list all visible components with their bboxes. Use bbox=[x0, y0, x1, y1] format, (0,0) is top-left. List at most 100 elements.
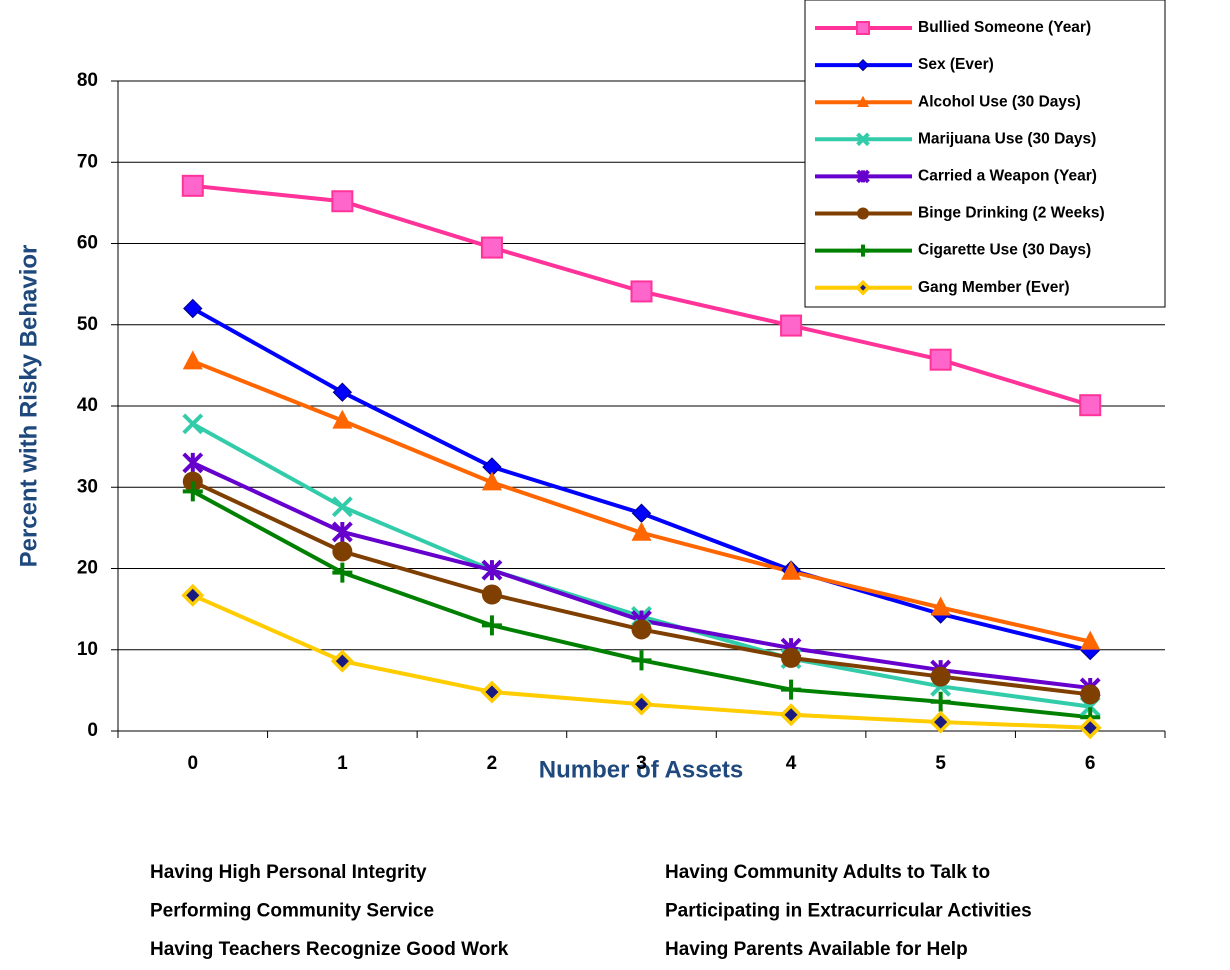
marker-part bbox=[332, 541, 353, 562]
marker bbox=[481, 471, 502, 491]
marker bbox=[331, 521, 353, 543]
marker bbox=[1080, 684, 1101, 705]
marker bbox=[1080, 630, 1101, 650]
marker-part bbox=[856, 58, 870, 72]
legend-label: Binge Drinking (2 Weeks) bbox=[918, 205, 1105, 222]
y-tick-label: 40 bbox=[77, 395, 98, 416]
x-tick-label: 6 bbox=[1085, 753, 1096, 774]
marker-part bbox=[182, 350, 203, 370]
marker-part bbox=[331, 190, 354, 213]
marker-part bbox=[781, 679, 802, 700]
note: Having High Personal Integrity bbox=[150, 862, 427, 883]
legend-label: Gang Member (Ever) bbox=[918, 279, 1070, 296]
marker bbox=[781, 647, 802, 668]
marker-part bbox=[480, 680, 504, 704]
marker-part bbox=[930, 691, 951, 712]
y-tick-label: 30 bbox=[77, 476, 98, 497]
marker bbox=[332, 409, 353, 429]
note: Having Parents Available for Help bbox=[665, 939, 968, 960]
marker bbox=[856, 58, 870, 72]
marker-part bbox=[631, 650, 652, 671]
marker bbox=[481, 559, 503, 581]
note: Having Teachers Recognize Good Work bbox=[150, 939, 509, 960]
marker bbox=[481, 584, 502, 605]
marker-part bbox=[630, 692, 653, 716]
y-tick-label: 70 bbox=[77, 151, 98, 172]
marker-part bbox=[331, 521, 353, 543]
marker-part bbox=[183, 298, 203, 319]
marker bbox=[481, 615, 502, 636]
marker-part bbox=[332, 409, 353, 429]
marker-part bbox=[1080, 630, 1101, 650]
marker-part bbox=[1078, 716, 1102, 740]
marker-part bbox=[779, 703, 803, 727]
y-tick-label: 10 bbox=[77, 639, 98, 660]
marker bbox=[856, 132, 870, 147]
marker-part bbox=[855, 279, 871, 296]
marker bbox=[631, 650, 652, 671]
marker bbox=[480, 236, 503, 259]
marker bbox=[929, 348, 952, 371]
marker-part bbox=[856, 169, 870, 184]
marker bbox=[181, 583, 205, 607]
marker-part bbox=[1079, 394, 1102, 417]
marker bbox=[855, 279, 871, 296]
marker bbox=[332, 382, 353, 402]
y-tick-label: 20 bbox=[77, 558, 98, 579]
marker bbox=[1079, 394, 1102, 417]
marker-part bbox=[331, 496, 353, 518]
marker bbox=[857, 207, 869, 220]
marker bbox=[630, 692, 653, 716]
marker-part bbox=[332, 562, 353, 583]
x-axis-title: Number of Assets bbox=[539, 756, 744, 783]
legend-label: Cigarette Use (30 Days) bbox=[918, 242, 1091, 259]
marker bbox=[856, 169, 870, 184]
marker-part bbox=[630, 280, 653, 303]
marker bbox=[779, 703, 803, 727]
x-tick-label: 2 bbox=[487, 753, 498, 774]
legend-label: Alcohol Use (30 Days) bbox=[918, 93, 1081, 110]
marker bbox=[631, 619, 652, 640]
x-tick-label: 5 bbox=[935, 753, 946, 774]
marker bbox=[182, 350, 203, 370]
marker-part bbox=[1080, 684, 1101, 705]
marker bbox=[332, 562, 353, 583]
marker-part bbox=[857, 95, 869, 107]
marker-part bbox=[481, 559, 503, 581]
marker bbox=[857, 95, 869, 107]
marker bbox=[631, 521, 652, 541]
marker bbox=[331, 190, 354, 213]
marker bbox=[332, 541, 353, 562]
marker-part bbox=[929, 710, 953, 734]
marker-part bbox=[631, 619, 652, 640]
legend-label: Bullied Someone (Year) bbox=[918, 19, 1091, 36]
marker bbox=[856, 21, 870, 35]
legend-label: Sex (Ever) bbox=[918, 56, 994, 73]
marker bbox=[182, 481, 203, 502]
marker bbox=[930, 666, 951, 687]
x-tick-label: 4 bbox=[786, 753, 797, 774]
marker bbox=[330, 649, 354, 673]
marker bbox=[1078, 716, 1102, 740]
marker-part bbox=[481, 615, 502, 636]
marker-part bbox=[631, 521, 652, 541]
legend-box bbox=[804, 0, 1166, 308]
marker-part bbox=[182, 452, 204, 474]
marker-part bbox=[930, 666, 951, 687]
marker bbox=[781, 679, 802, 700]
marker-part bbox=[182, 481, 203, 502]
marker-part bbox=[856, 21, 870, 35]
legend-label: Marijuana Use (30 Days) bbox=[918, 130, 1096, 147]
note: Participating in Extracurricular Activit… bbox=[665, 901, 1032, 922]
marker-part bbox=[481, 584, 502, 605]
marker-part bbox=[930, 596, 951, 616]
marker bbox=[857, 244, 869, 257]
marker-part bbox=[182, 413, 204, 435]
marker-part bbox=[857, 244, 869, 257]
y-tick-label: 80 bbox=[77, 70, 98, 91]
marker-part bbox=[780, 314, 803, 337]
x-tick-label: 1 bbox=[337, 753, 348, 774]
note: Performing Community Service bbox=[150, 901, 434, 922]
marker bbox=[331, 496, 353, 518]
